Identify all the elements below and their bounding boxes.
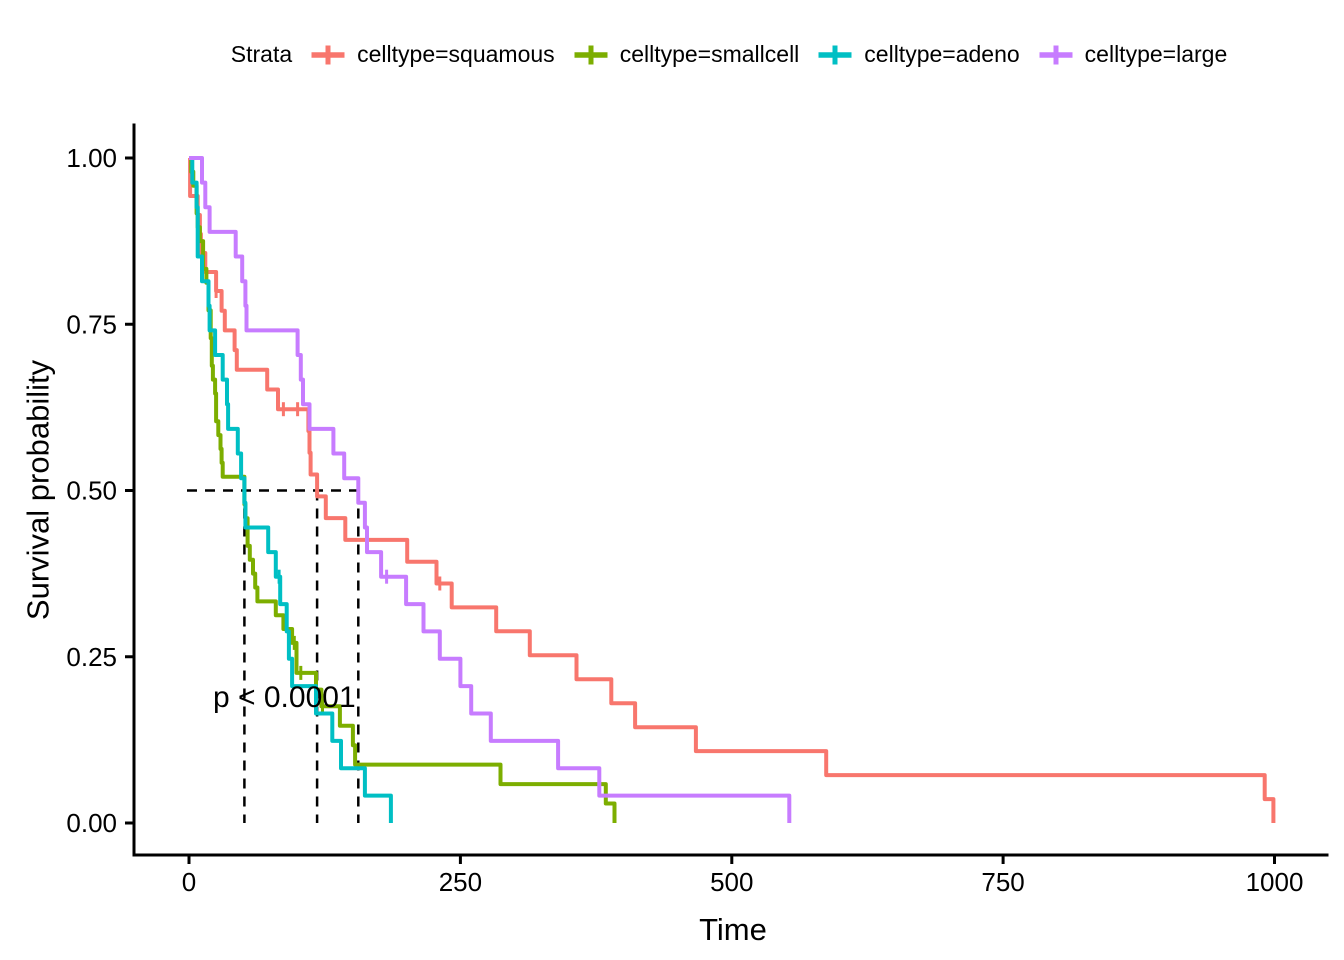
pvalue-annotation: p < 0.0001 [213,681,356,714]
km-curve-large [189,156,792,823]
survival-curves [188,156,1276,823]
legend-item-label: celltype=large [1084,41,1228,67]
legend-item-label: celltype=squamous [357,41,555,67]
legend-item-squamous: celltype=squamous [310,41,555,68]
legend-title: Strata [230,41,293,67]
legend-item-label: celltype=smallcell [619,41,800,67]
x-tick-label: 750 [981,867,1024,897]
y-tick-label: 1.00 [66,143,117,173]
y-tick-label: 0.50 [66,476,117,506]
legend-key-plus-icon [311,45,345,64]
y-tick-label: 0.75 [66,309,117,339]
km-curve-adeno [189,156,393,823]
y-axis-title: Survival probability [21,359,56,620]
legend-item-large: celltype=large [1038,41,1228,68]
y-tick-label: 0.00 [66,808,117,838]
km-curve-smallcell [189,156,617,823]
median-survival-lines [187,489,360,823]
legend-item-label: celltype=adeno [864,41,1020,67]
y-tick-label: 0.25 [66,642,117,672]
legend-item-adeno: celltype=adeno [817,41,1020,68]
x-tick-label: 500 [710,867,753,897]
legend-key-plus-icon [574,45,608,64]
x-tick-label: 250 [439,867,482,897]
x-tick-label: 1000 [1246,867,1304,897]
legend-item-smallcell: celltype=smallcell [573,41,800,68]
x-tick-label: 0 [182,867,196,897]
legend-key-plus-icon [1039,45,1073,64]
legend: Strata celltype=squamous celltype=smallc… [0,41,1344,68]
x-axis-title: Time [699,912,767,947]
legend-key-plus-icon [818,45,852,64]
